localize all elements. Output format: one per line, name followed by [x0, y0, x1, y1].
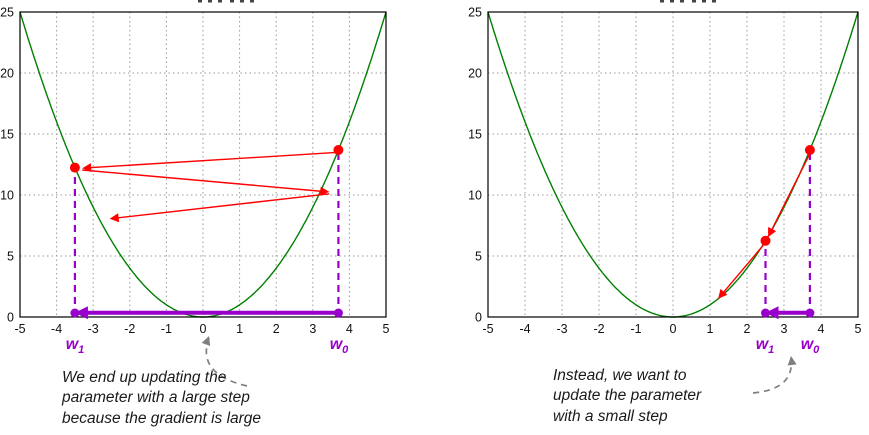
svg-text:2: 2 [744, 322, 751, 336]
plot-left: -5 -4 -3 -2 -1 0 1 2 3 4 5 0 5 10 15 20 25 [0, 6, 389, 337]
svg-text:-2: -2 [124, 322, 135, 336]
annotation-line: parameter with a large step [62, 389, 250, 407]
svg-text:5: 5 [383, 322, 390, 336]
svg-text:5: 5 [475, 250, 482, 264]
annotation-small-step: Instead, we want to update the parameter… [553, 366, 701, 427]
w1-label-right: w1 [756, 337, 775, 356]
svg-text:4: 4 [346, 322, 353, 336]
callout-arrow-right [752, 356, 797, 394]
svg-text:-4: -4 [51, 322, 62, 336]
w-label-sub: 0 [342, 344, 349, 357]
annotation-line: We end up updating the [62, 369, 227, 386]
svg-text:10: 10 [468, 189, 482, 203]
annotation-large-step: We end up updating the parameter with a … [62, 368, 261, 429]
svg-text:-5: -5 [482, 322, 493, 336]
svg-text:0: 0 [670, 322, 677, 336]
svg-text:5: 5 [7, 250, 14, 264]
w-label-base: w [800, 336, 814, 353]
annotation-line: with a small step [553, 407, 668, 425]
svg-text:3: 3 [309, 322, 316, 336]
callout-arrow-left [201, 336, 248, 387]
svg-text:0: 0 [200, 322, 207, 336]
annotation-line: because the gradient is large [62, 409, 262, 427]
svg-text:15: 15 [468, 128, 482, 142]
annotation-line: update the parameter [553, 387, 702, 405]
svg-text:-1: -1 [630, 322, 641, 336]
annotation-line: Instead, we want to [553, 367, 687, 384]
svg-text:-3: -3 [88, 322, 99, 336]
svg-text:20: 20 [0, 67, 14, 81]
w1-label-left: w1 [66, 337, 85, 356]
svg-text:-4: -4 [519, 322, 530, 336]
svg-text:4: 4 [818, 322, 825, 336]
svg-text:-2: -2 [593, 322, 604, 336]
svg-text:3: 3 [781, 322, 788, 336]
svg-text:15: 15 [0, 128, 14, 142]
w-label-base: w [329, 336, 343, 353]
svg-text:25: 25 [0, 6, 14, 20]
w0-label-left: w0 [330, 337, 349, 356]
svg-text:-1: -1 [161, 322, 172, 336]
svg-text:20: 20 [468, 67, 482, 81]
svg-text:-5: -5 [14, 322, 25, 336]
svg-text:10: 10 [0, 189, 14, 203]
cropped-title-fragment-right [660, 0, 716, 3]
plot-right: -5 -4 -3 -2 -1 0 1 2 3 4 5 0 5 10 15 20 25 [468, 6, 861, 337]
w0-label-right: w0 [801, 337, 820, 356]
svg-text:0: 0 [7, 311, 14, 325]
w-label-sub: 1 [78, 344, 85, 357]
svg-text:0: 0 [475, 311, 482, 325]
svg-text:1: 1 [236, 322, 243, 336]
w-label-sub: 1 [768, 344, 775, 357]
svg-text:25: 25 [468, 6, 482, 20]
svg-text:-3: -3 [556, 322, 567, 336]
svg-text:5: 5 [855, 322, 862, 336]
svg-text:2: 2 [273, 322, 280, 336]
w-label-base: w [65, 336, 79, 353]
svg-text:1: 1 [707, 322, 714, 336]
w-label-base: w [755, 336, 769, 353]
cropped-title-fragment-left [198, 0, 254, 3]
w-label-sub: 0 [813, 344, 820, 357]
